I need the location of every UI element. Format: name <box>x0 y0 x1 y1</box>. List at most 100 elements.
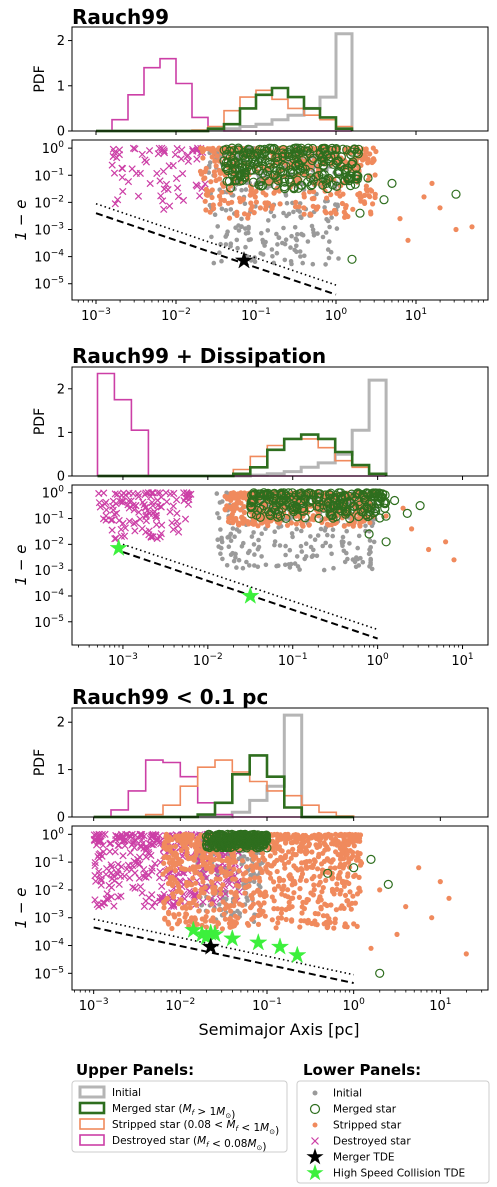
stripped-point <box>253 199 259 205</box>
merged-point <box>215 832 225 842</box>
stripped-point <box>246 922 252 928</box>
stripped-point <box>323 832 329 838</box>
stripped-point <box>181 866 187 872</box>
merged-point <box>325 156 335 166</box>
initial-point <box>219 206 225 212</box>
initial-point <box>248 237 253 242</box>
stripped-point <box>200 879 206 885</box>
stripped-point <box>278 854 284 860</box>
stripped-point <box>252 194 258 200</box>
initial-point <box>274 231 279 237</box>
merged-point <box>370 504 380 514</box>
stripped-point <box>366 193 372 199</box>
stripped-point <box>179 905 186 911</box>
stripped-point <box>207 209 213 215</box>
merged-point <box>252 148 262 158</box>
stripped-point <box>324 195 330 201</box>
merged-point <box>245 830 255 840</box>
destroyed-point <box>108 526 116 534</box>
stripped-point <box>261 893 267 900</box>
stripped-point <box>301 211 307 217</box>
merged-point <box>264 176 274 186</box>
destroyed-point <box>185 495 193 504</box>
merged-point <box>334 504 344 514</box>
stripped-point <box>353 832 359 838</box>
stripped-point <box>324 902 330 909</box>
stripped-point <box>220 899 226 905</box>
stripped-point <box>236 195 243 201</box>
scatter-x-tick-label: 10−1 <box>241 307 271 324</box>
hist-frame <box>71 26 489 132</box>
merged-point <box>251 164 261 174</box>
destroyed-point <box>119 852 127 860</box>
initial-point <box>356 533 362 539</box>
initial-point <box>259 554 264 559</box>
merged-point <box>319 157 329 167</box>
initial-point <box>310 553 316 558</box>
stripped-point <box>164 896 170 902</box>
destroyed-point <box>178 169 187 178</box>
stripped-point <box>334 886 340 893</box>
scatter-y-axis-label: 1 − e <box>12 200 30 241</box>
destroyed-point <box>114 860 122 868</box>
stripped-point <box>275 920 281 926</box>
stripped-point <box>296 836 302 842</box>
initial-point <box>282 241 288 247</box>
initial-point <box>336 256 341 261</box>
stripped-point <box>310 864 316 871</box>
initial-point <box>344 528 350 534</box>
stripped-point <box>289 882 295 888</box>
stripped-point <box>165 880 172 887</box>
stripped-point <box>278 915 284 921</box>
stripped-point <box>240 196 246 202</box>
destroyed-point <box>124 177 133 186</box>
stripped-point <box>323 210 329 216</box>
stripped-point <box>277 201 283 207</box>
stripped-point <box>271 879 277 885</box>
initial-point <box>287 547 293 553</box>
destroyed-point <box>129 144 138 152</box>
stripped-point <box>281 861 288 867</box>
merged-point <box>381 511 391 521</box>
merged-point <box>269 488 279 498</box>
initial-point <box>308 544 314 550</box>
scatter-x-tick-label: 101 <box>429 997 451 1014</box>
merged-point <box>308 490 318 500</box>
stripped-point <box>348 856 354 862</box>
destroyed-point <box>107 883 116 892</box>
destroyed-point <box>171 150 179 159</box>
initial-point <box>239 854 244 859</box>
hist-y-tick-label: 2 <box>57 34 65 49</box>
stripped-point <box>223 873 229 879</box>
stripped-point <box>349 900 355 906</box>
legend-frame <box>296 1080 490 1184</box>
stripped-point <box>229 852 235 859</box>
stripped-point <box>253 854 259 860</box>
stripped-point <box>332 865 338 871</box>
destroyed-point <box>144 489 152 497</box>
scatter-x-tick-label: 101 <box>451 652 473 669</box>
initial-point <box>300 232 306 238</box>
stripped-point <box>363 186 369 192</box>
stripped-point <box>330 889 336 895</box>
stripped-point <box>217 886 224 892</box>
stripped-point <box>184 852 190 858</box>
stripped-point <box>342 892 349 899</box>
stripped-point <box>172 877 178 883</box>
stripped-point <box>328 210 334 216</box>
stripped-point <box>179 858 185 865</box>
destroyed-point <box>119 187 127 196</box>
stripped-point <box>316 851 322 858</box>
stripped-point <box>322 847 328 853</box>
merged-point <box>269 143 279 154</box>
initial-point <box>327 224 332 230</box>
stripped-point <box>304 865 310 871</box>
scatter-x-tick-label: 10−2 <box>193 652 223 669</box>
merged-point <box>270 170 280 180</box>
initial-point <box>252 563 257 568</box>
stripped-point <box>169 881 175 887</box>
initial-point <box>298 543 304 549</box>
initial-point <box>294 526 300 532</box>
stripped-point <box>453 226 459 233</box>
initial-point <box>216 515 222 521</box>
